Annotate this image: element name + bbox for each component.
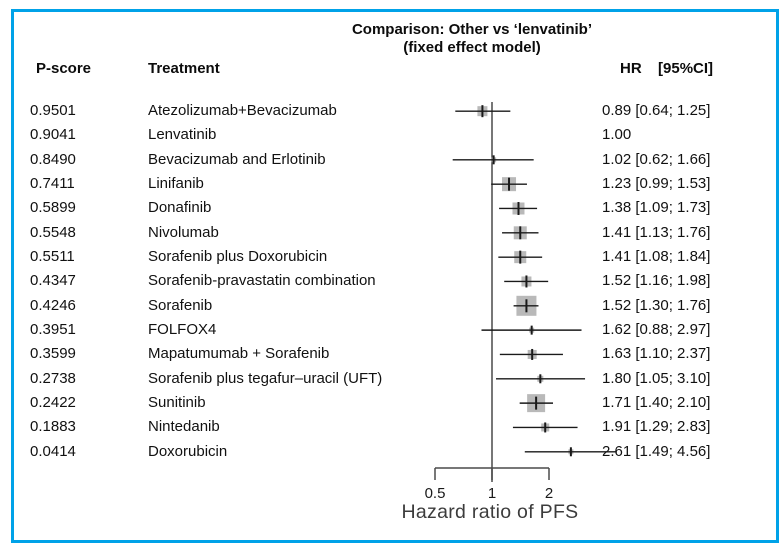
table-row: 0.5899 Donafinib 1.38 [1.09; 1.73]: [0, 196, 781, 220]
treatment-name: Donafinib: [148, 199, 212, 217]
treatment-name: Sorafenib-pravastatin combination: [148, 272, 376, 290]
table-row: 0.5548 Nivolumab 1.41 [1.13; 1.76]: [0, 221, 781, 245]
treatment-name: Atezolizumab+Bevacizumab: [148, 102, 337, 119]
treatment-name: Linifanib: [148, 174, 204, 192]
hr-ci-value: 1.62 [0.88; 2.97]: [602, 320, 711, 338]
p-score-value: 0.4347: [30, 272, 76, 290]
treatment-name: Lenvatinib: [148, 126, 217, 144]
table-row: 0.3951 FOLFOX4 1.62 [0.88; 2.97]: [0, 318, 781, 342]
treatment-name: Doxorubicin: [148, 442, 228, 460]
hr-ci-value: 0.89 [0.64; 1.25]: [602, 102, 711, 119]
table-row: 0.2422 Sunitinib 1.71 [1.40; 2.10]: [0, 391, 781, 415]
x-axis-tick-label: 0.5: [425, 485, 446, 502]
forest-table-rows: 0.9501 Atezolizumab+Bevacizumab 0.89 [0.64…: [0, 99, 781, 464]
table-row: 0.4246 Sorafenib 1.52 [1.30; 1.76]: [0, 294, 781, 318]
hr-ci-value: 1.41 [1.08; 1.84]: [602, 247, 711, 265]
p-score-value: 0.2738: [30, 369, 76, 387]
hr-ci-value: 1.38 [1.09; 1.73]: [602, 199, 711, 217]
p-score-value: 0.2422: [30, 393, 76, 411]
hr-ci-value: 1.02 [0.62; 1.66]: [602, 150, 711, 168]
treatment-name: Nivolumab: [148, 223, 219, 241]
hr-ci-value: 1.63 [1.10; 2.37]: [602, 345, 711, 363]
treatment-name: FOLFOX4: [148, 320, 217, 338]
hr-ci-value: 1.00: [602, 126, 632, 144]
column-header-ci: [95%CI]: [658, 60, 714, 77]
hr-ci-value: 1.71 [1.40; 2.10]: [602, 393, 711, 411]
treatment-name: Sorafenib plus tegafur–uracil (UFT): [148, 369, 383, 387]
treatment-name: Nintedanib: [148, 418, 220, 436]
table-row: 0.1883 Nintedanib 1.91 [1.29; 2.83]: [0, 415, 781, 439]
p-score-value: 0.4246: [30, 296, 76, 314]
treatment-name: Sorafenib: [148, 296, 213, 314]
p-score-value: 0.5511: [30, 247, 75, 265]
chart-title-line2: (fixed effect model): [403, 39, 541, 56]
p-score-value: 0.7411: [30, 174, 75, 192]
column-header-treatment: Treatment: [148, 60, 220, 77]
table-row: 0.4347 Sorafenib-pravastatin combination 1…: [0, 269, 781, 293]
x-axis-tick-label: 2: [545, 485, 553, 502]
chart-title: Comparison: Other vs ‘lenvatinib’ (fixed…: [332, 21, 612, 57]
hr-ci-value: 1.23 [0.99; 1.53]: [602, 174, 711, 192]
p-score-value: 0.8490: [30, 150, 76, 168]
table-row: 0.5511 Sorafenib plus Doxorubicin 1.41 [1.…: [0, 245, 781, 269]
treatment-name: Mapatumumab + Sorafenib: [148, 345, 330, 363]
hr-ci-value: 2.61 [1.49; 4.56]: [602, 442, 711, 460]
hr-ci-value: 1.41 [1.13; 1.76]: [602, 223, 711, 241]
table-row: 0.9041 Lenvatinib 1.00: [0, 123, 781, 147]
p-score-value: 0.9041: [30, 126, 76, 144]
hr-ci-value: 1.80 [1.05; 3.10]: [602, 369, 711, 387]
p-score-value: 0.9501: [30, 102, 76, 119]
table-row: 0.2738 Sorafenib plus tegafur–uracil (UFT…: [0, 367, 781, 391]
hr-ci-value: 1.91 [1.29; 2.83]: [602, 418, 711, 436]
x-axis-tick-label: 1: [488, 485, 496, 502]
table-row: 0.8490 Bevacizumab and Erlotinib 1.02 [0.6…: [0, 148, 781, 172]
table-row: 0.3599 Mapatumumab + Sorafenib 1.63 [1.10;…: [0, 342, 781, 366]
column-header-hr: HR: [620, 60, 642, 77]
chart-title-line1: Comparison: Other vs ‘lenvatinib’: [351, 21, 593, 38]
table-row: 0.7411 Linifanib 1.23 [0.99; 1.53]: [0, 172, 781, 196]
table-row: 0.9501 Atezolizumab+Bevacizumab 0.89 [0.64…: [0, 99, 781, 123]
p-score-value: 0.5899: [30, 199, 76, 217]
x-axis-label: Hazard ratio of PFS: [401, 501, 579, 523]
table-row: 0.0414 Doxorubicin 2.61 [1.49; 4.56]: [0, 440, 781, 464]
p-score-value: 0.0414: [30, 442, 76, 460]
column-header-hr-ci: HR [95%CI]: [620, 60, 713, 77]
treatment-name: Bevacizumab and Erlotinib: [148, 150, 326, 168]
column-header-pscore: P-score: [36, 60, 92, 77]
p-score-value: 0.3951: [30, 320, 76, 338]
treatment-name: Sunitinib: [148, 393, 206, 411]
p-score-value: 0.1883: [30, 418, 76, 436]
hr-ci-value: 1.52 [1.30; 1.76]: [602, 296, 711, 314]
p-score-value: 0.3599: [30, 345, 76, 363]
treatment-name: Sorafenib plus Doxorubicin: [148, 247, 328, 265]
p-score-value: 0.5548: [30, 223, 76, 241]
hr-ci-value: 1.52 [1.16; 1.98]: [602, 272, 711, 290]
